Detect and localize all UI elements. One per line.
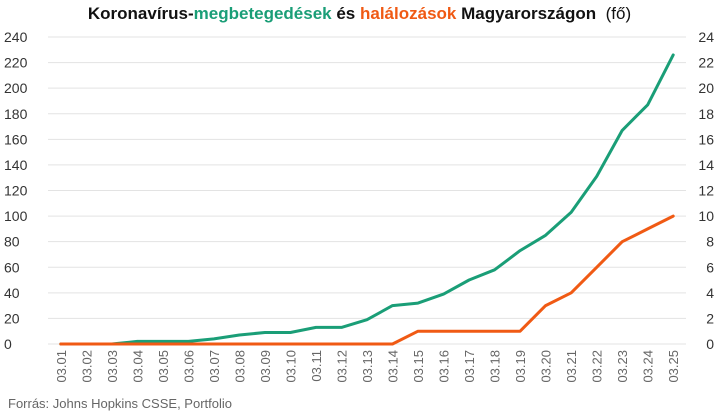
title-part-cases: megbetegedések — [193, 4, 332, 23]
x-tick-label: 03.16 — [437, 350, 452, 383]
x-tick-label: 03.19 — [513, 350, 528, 383]
left-tick-label: 120 — [4, 183, 28, 199]
x-tick-label: 03.24 — [641, 350, 656, 383]
right-tick-label: 16 — [698, 131, 714, 147]
left-tick-label: 160 — [4, 131, 28, 147]
left-tick-label: 220 — [4, 55, 28, 71]
series-line-cases — [59, 53, 675, 346]
x-tick-label: 03.11 — [309, 350, 324, 382]
title-part-and: és — [331, 4, 360, 23]
x-tick-label: 03.04 — [130, 350, 145, 383]
left-tick-label: 100 — [4, 208, 28, 224]
x-tick-label: 03.03 — [105, 350, 120, 383]
title-part-country: Magyarországon — [456, 4, 597, 23]
left-tick-label: 200 — [4, 80, 28, 96]
series-line-deaths — [59, 214, 675, 346]
left-tick-label: 180 — [4, 106, 28, 122]
x-tick-label: 03.21 — [564, 350, 579, 383]
title-unit: (fő) — [605, 4, 632, 23]
x-tick-label: 03.08 — [232, 350, 247, 383]
x-tick-label: 03.20 — [539, 350, 554, 383]
x-tick-label: 03.23 — [615, 350, 630, 383]
right-tick-label: 20 — [698, 80, 714, 96]
x-tick-label: 03.17 — [462, 350, 477, 383]
gridlines — [48, 36, 686, 345]
chart-title: Koronavírus-megbetegedések és halálozáso… — [0, 4, 719, 24]
left-tick-label: 140 — [4, 157, 28, 173]
right-tick-label: 10 — [698, 208, 714, 224]
x-tick-label: 03.07 — [207, 350, 222, 383]
right-tick-label: 24 — [698, 29, 714, 45]
right-tick-label: 4 — [706, 285, 714, 301]
left-axis-ticks: 0 20 40 60 80 100 120 140 160 180 200 220 240 — [4, 29, 28, 352]
left-tick-label: 80 — [4, 234, 20, 250]
right-tick-label: 2 — [706, 310, 714, 326]
series-lines — [59, 53, 675, 346]
right-tick-label: 14 — [698, 157, 714, 173]
source-note: Forrás: Johns Hopkins CSSE, Portfolio — [8, 396, 232, 411]
x-tick-label: 03.05 — [156, 350, 171, 383]
title-part-deaths: halálozások — [359, 4, 457, 23]
x-tick-label: 03.10 — [283, 350, 298, 383]
x-tick-label: 03.15 — [411, 350, 426, 383]
left-tick-label: 20 — [4, 310, 20, 326]
right-tick-label: 12 — [698, 183, 714, 199]
right-tick-label: 8 — [706, 234, 714, 250]
right-tick-label: 22 — [698, 55, 714, 71]
x-tick-label: 03.12 — [334, 350, 349, 383]
x-tick-label: 03.06 — [181, 350, 196, 383]
left-tick-label: 0 — [4, 336, 12, 352]
x-axis-ticks: 03.01 03.02 03.03 03.04 03.05 03.06 03.07 03.08… — [54, 350, 681, 383]
x-tick-label: 03.01 — [54, 350, 69, 383]
x-tick-label: 03.25 — [666, 350, 681, 383]
title-part-cases-prefix: Koronavírus- — [87, 4, 194, 23]
x-tick-label: 03.18 — [488, 350, 503, 383]
right-tick-label: 0 — [706, 336, 714, 352]
right-tick-label: 18 — [698, 106, 714, 122]
left-tick-label: 40 — [4, 285, 20, 301]
x-tick-label: 03.22 — [590, 350, 605, 383]
x-tick-label: 03.13 — [360, 350, 375, 383]
right-tick-label: 6 — [706, 259, 714, 275]
x-tick-label: 03.02 — [79, 350, 94, 383]
x-tick-label: 03.09 — [258, 350, 273, 383]
left-tick-label: 60 — [4, 259, 20, 275]
left-tick-label: 240 — [4, 29, 28, 45]
x-tick-label: 03.14 — [386, 350, 401, 383]
